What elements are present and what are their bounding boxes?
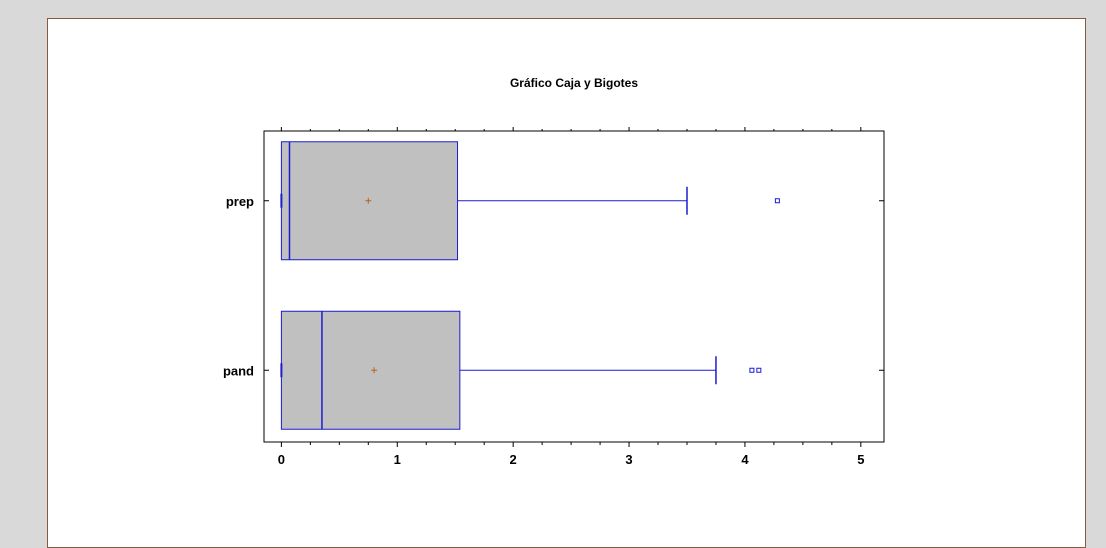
x-tick-label: 2 (510, 452, 517, 467)
x-tick-label: 5 (857, 452, 864, 467)
box-pand (280, 310, 762, 430)
x-tick-label: 3 (625, 452, 632, 467)
outlier-point (774, 198, 780, 204)
chart-title: Gráfico Caja y Bigotes (510, 76, 638, 90)
x-tick-label: 4 (741, 452, 749, 467)
x-tick-label: 0 (278, 452, 285, 467)
x-axis: 0 1 2 3 4 5 (278, 127, 864, 467)
x-tick-label: 1 (394, 452, 401, 467)
category-label-pand: pand (223, 363, 254, 378)
chart-panel: Gráfico Caja y Bigotes 0 1 2 3 4 5 prep pand (47, 18, 1086, 548)
boxes-layer (280, 141, 780, 430)
iqr-box (280, 310, 461, 430)
outlier-point (749, 367, 755, 373)
boxplot-chart: Gráfico Caja y Bigotes 0 1 2 3 4 5 prep pand (223, 76, 885, 467)
outlier-point (756, 367, 762, 373)
y-axis: prep pand (223, 194, 884, 378)
plot-frame (263, 130, 885, 443)
box-prep (280, 141, 780, 261)
category-label-prep: prep (226, 194, 254, 209)
